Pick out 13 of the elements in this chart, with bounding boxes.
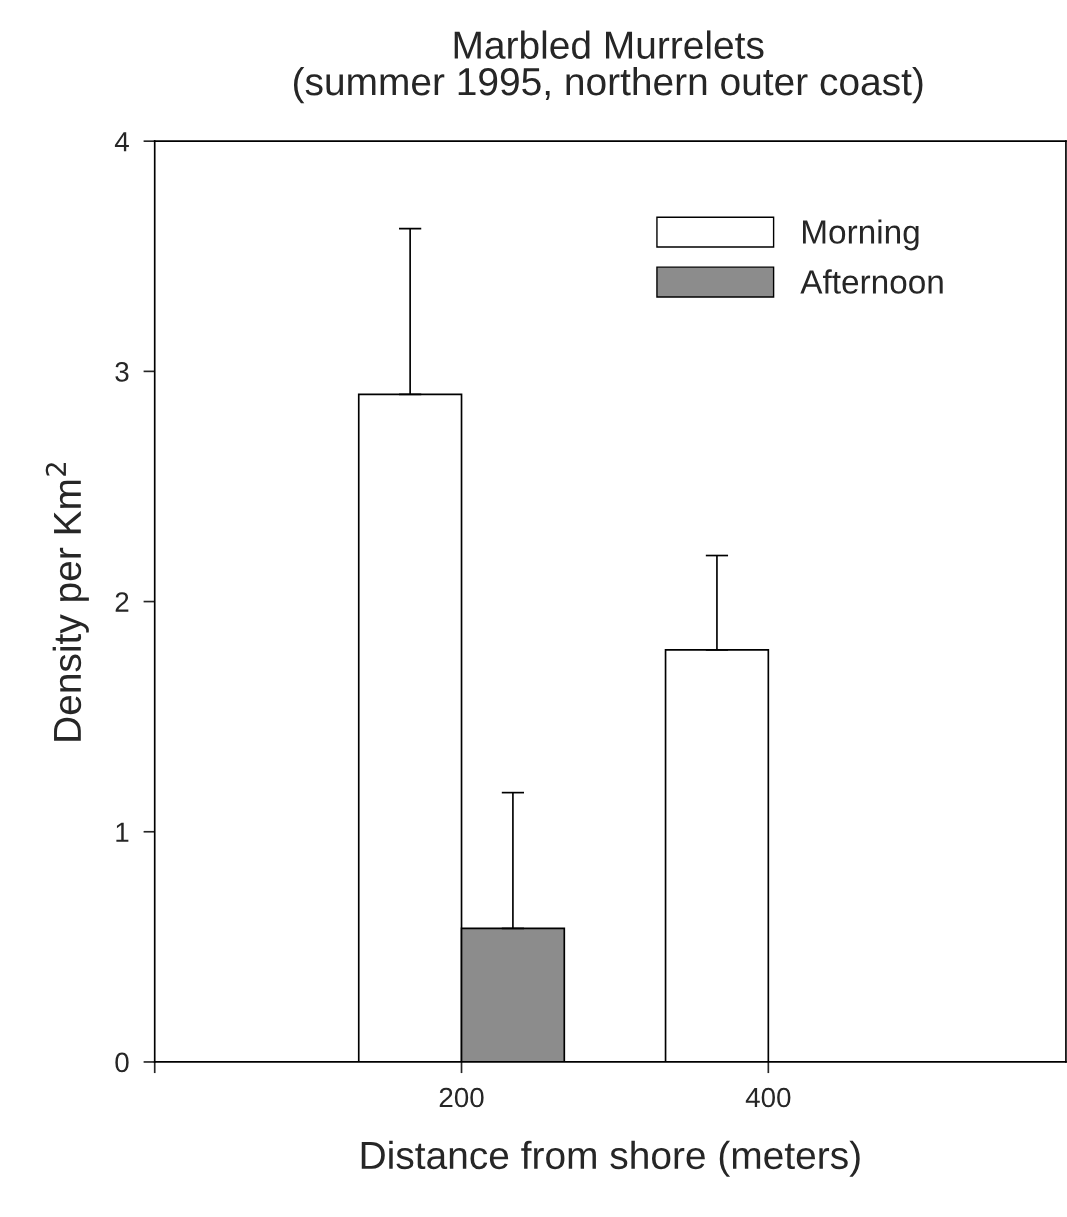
legend-label: Morning <box>803 219 919 251</box>
y-tick-label: 2 <box>115 592 129 612</box>
y-tick-label: 4 <box>114 132 129 152</box>
x-tick-label: 400 <box>745 1087 791 1108</box>
chart-subtitle: (summer 1995, northern outer coast) <box>293 66 923 104</box>
y-tick-label: 0 <box>115 1052 129 1073</box>
y-tick-label: 3 <box>115 362 129 382</box>
y-tick-label: 1 <box>116 822 129 842</box>
y-axis-title: Density per Km$^{2}$ <box>45 463 89 741</box>
x-axis-title: Distance from shore (meters) <box>361 1140 860 1177</box>
chart-title: Marbled Murrelets <box>454 30 764 59</box>
x-tick-label: 200 <box>439 1087 484 1108</box>
legend-label: Afternoon <box>800 269 943 294</box>
